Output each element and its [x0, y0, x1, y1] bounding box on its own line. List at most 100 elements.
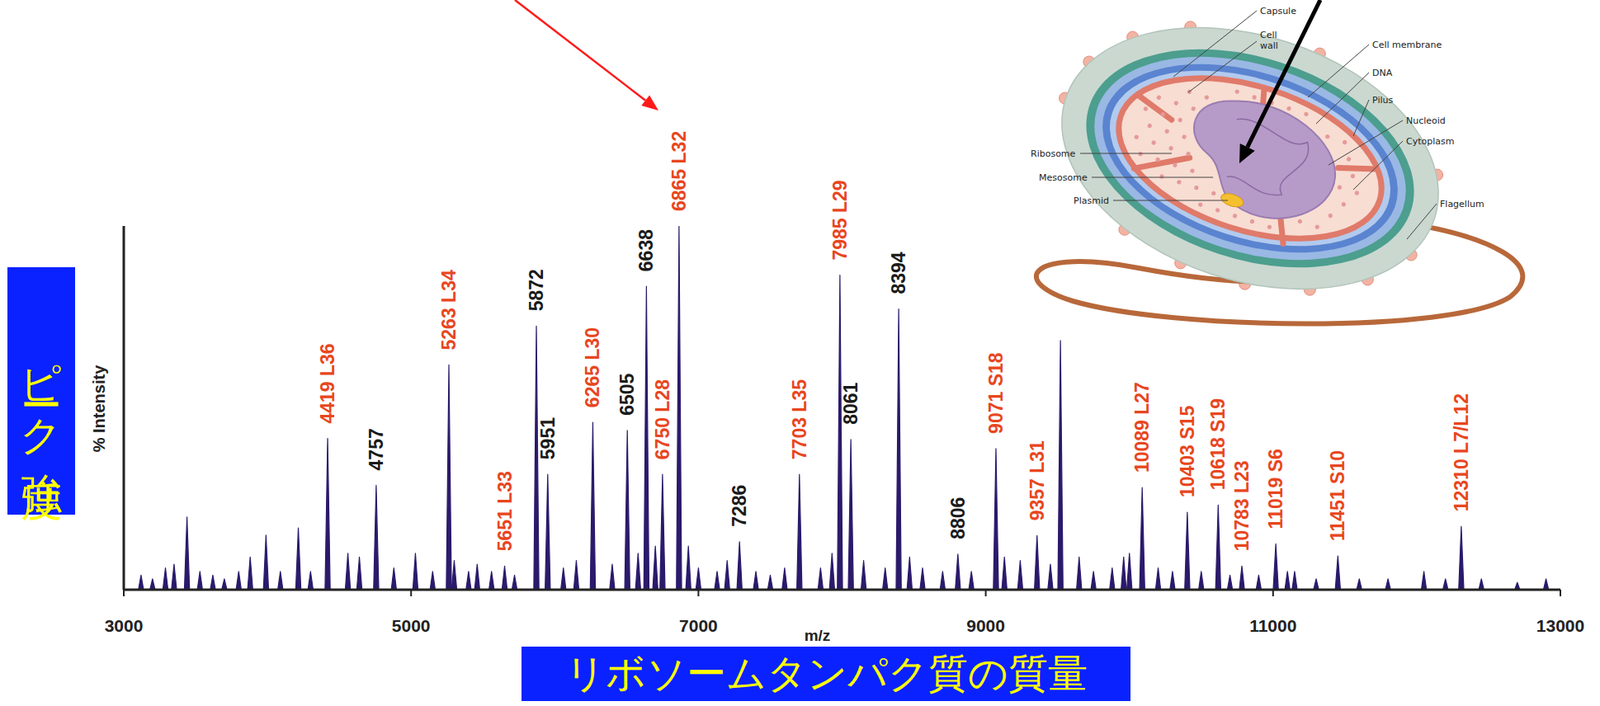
x-tick	[410, 589, 412, 597]
y-axis-title: % Intensity	[89, 364, 109, 453]
illustration-label: Cell membrane	[1372, 39, 1442, 51]
peak	[1458, 526, 1464, 590]
peak	[1227, 575, 1232, 590]
peak-label: 10403 S15	[1176, 405, 1199, 498]
peak	[848, 439, 854, 590]
peak	[1443, 579, 1449, 590]
y-axis	[122, 226, 126, 590]
capsule	[1028, 0, 1473, 335]
peak	[837, 275, 843, 590]
ribosome-dot	[1159, 174, 1166, 180]
peak	[1057, 340, 1063, 590]
x-tick-label: 5000	[391, 616, 431, 636]
peak-label: 7703 L35	[788, 379, 811, 460]
x-tick	[1272, 589, 1275, 597]
wall-layer-3	[1087, 37, 1413, 279]
leader-line	[1188, 41, 1257, 93]
peak-label: 6265 L30	[581, 327, 604, 408]
leader-line	[1328, 120, 1403, 166]
peak	[184, 517, 189, 590]
ribosome-dot	[1297, 218, 1303, 225]
ribosome-dot	[1214, 207, 1221, 214]
peak	[1090, 571, 1096, 590]
peak	[624, 430, 630, 590]
x-axis-title: m/z	[804, 627, 831, 645]
peak	[896, 309, 902, 590]
peak	[263, 535, 269, 590]
peak-label: 8806	[947, 497, 969, 540]
ribosome-dot	[1327, 212, 1334, 219]
x-tick	[697, 589, 699, 597]
ribosome-dot	[1189, 168, 1196, 175]
leader-line	[1080, 153, 1172, 155]
peak	[1127, 553, 1133, 590]
peak	[1198, 571, 1204, 590]
illustration-label: Ribosome	[1030, 148, 1077, 160]
peak	[724, 561, 730, 590]
wall-layer-2	[1078, 29, 1422, 288]
peak	[1121, 556, 1127, 590]
peak	[939, 571, 945, 590]
leader-line	[1316, 72, 1369, 124]
peak	[545, 474, 551, 590]
ribosome-dot	[1340, 201, 1347, 208]
peak	[391, 568, 397, 590]
peak	[660, 474, 666, 590]
peak	[1335, 556, 1341, 590]
leader-line	[1307, 44, 1369, 98]
peak	[736, 542, 742, 590]
peak	[489, 571, 495, 590]
x-tick-label: 7000	[679, 616, 718, 636]
peak	[356, 556, 362, 590]
x-tick-label: 9000	[966, 616, 1006, 636]
peak	[511, 575, 517, 590]
peak	[829, 553, 835, 590]
peak	[1420, 571, 1426, 590]
peak	[714, 571, 720, 590]
ribosome-dot	[1249, 218, 1256, 225]
peak	[1239, 566, 1245, 590]
peak	[247, 556, 253, 590]
ribosome-dot	[1251, 94, 1258, 101]
peak	[1139, 487, 1145, 590]
peak	[162, 568, 168, 590]
peak-label: 12310 L7/L12	[1450, 393, 1473, 512]
illustration-label: Flagellum	[1439, 198, 1485, 210]
peak-label: 10089 L27	[1131, 382, 1153, 473]
illustration-label: Mesosome	[1038, 172, 1088, 184]
peak	[1215, 505, 1221, 590]
peak-label: 7985 L29	[829, 179, 851, 260]
cell-membrane	[1098, 47, 1402, 269]
peak	[676, 226, 682, 590]
peak	[1385, 579, 1391, 590]
ribosome-dot	[1349, 173, 1356, 180]
black-arrow-head	[1239, 143, 1256, 164]
peak	[197, 571, 203, 590]
peak	[373, 485, 379, 590]
peak-label: 10618 S19	[1207, 398, 1229, 491]
ribosome-dot	[1164, 128, 1171, 135]
peak-label: 5651 L33	[494, 471, 516, 552]
mesosome-fold	[1338, 157, 1378, 180]
peak	[573, 561, 579, 590]
peak-label: 6505	[616, 372, 638, 416]
peak	[1543, 579, 1549, 590]
x-tick	[122, 589, 125, 597]
peak	[150, 579, 156, 590]
peak	[882, 568, 888, 590]
ribosome-dot	[1177, 117, 1184, 123]
root: 30005000700090001100013000m/z% Intensity…	[0, 0, 1600, 706]
chart-svg: 30005000700090001100013000m/z% Intensity…	[0, 0, 1600, 706]
ribosome-dot	[1234, 89, 1241, 95]
peak	[1313, 579, 1319, 590]
illustration-label: Cellwall	[1260, 29, 1279, 52]
peak	[920, 568, 926, 590]
ribosome-dot	[1354, 190, 1360, 197]
peak	[278, 571, 284, 590]
peak	[138, 575, 144, 590]
peak	[1155, 568, 1161, 590]
ribosome-dot	[1324, 133, 1331, 140]
ribosome-dot	[1190, 106, 1197, 113]
peak	[466, 571, 472, 590]
ribosome-dot	[1172, 162, 1179, 169]
